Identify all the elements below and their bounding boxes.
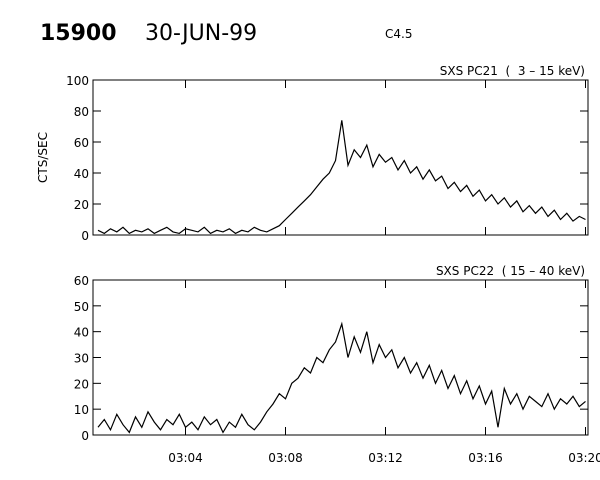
event-id: 15900 xyxy=(40,21,117,46)
y-tick-label: 60 xyxy=(74,136,89,150)
plot-frame xyxy=(92,279,589,436)
x-tick-label: 03:08 xyxy=(268,451,303,465)
y-tick-label: 0 xyxy=(81,229,89,243)
y-tick-label: 40 xyxy=(74,326,89,340)
panel-title: SXS PC22 ( 15 – 40 keV) xyxy=(436,264,585,278)
x-tick-label: 03:20 xyxy=(568,451,600,465)
y-tick-label: 50 xyxy=(74,300,89,314)
y-tick-label: 10 xyxy=(74,403,89,417)
x-tick-label: 03:12 xyxy=(368,451,403,465)
y-tick-label: 40 xyxy=(74,167,89,181)
y-tick-label: 0 xyxy=(81,429,89,443)
y-tick-label: 30 xyxy=(74,352,89,366)
y-tick-label: 60 xyxy=(74,274,89,288)
y-tick-label: 20 xyxy=(74,198,89,212)
plot-frame xyxy=(92,79,589,236)
y-axis-label: CTS/SEC xyxy=(36,132,50,183)
y-tick-label: 80 xyxy=(74,105,89,119)
y-tick-label: 100 xyxy=(66,74,89,88)
flare-class: C4.5 xyxy=(385,27,412,41)
y-tick-label: 20 xyxy=(74,377,89,391)
data-line xyxy=(97,120,586,235)
event-date: 30-JUN-99 xyxy=(145,21,257,46)
x-tick-label: 03:16 xyxy=(468,451,503,465)
panel-title: SXS PC21 ( 3 – 15 keV) xyxy=(440,64,585,78)
x-tick-label: 03:04 xyxy=(168,451,203,465)
data-line xyxy=(97,321,586,434)
